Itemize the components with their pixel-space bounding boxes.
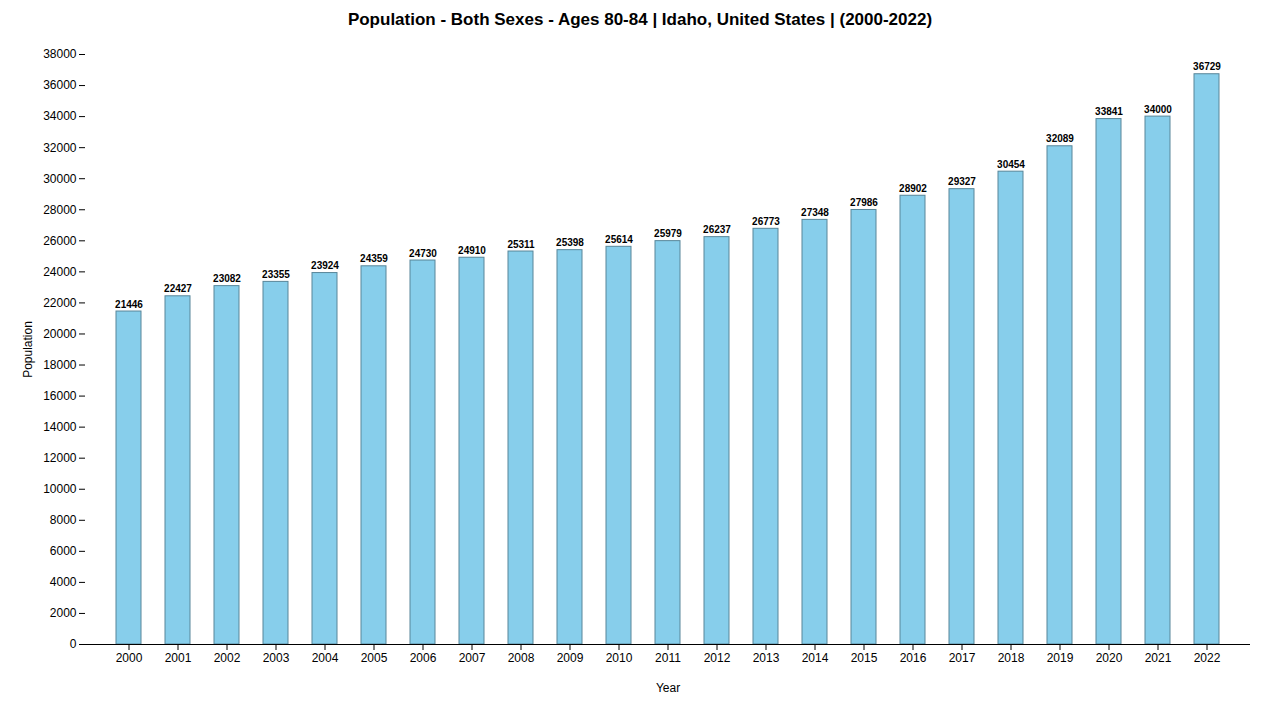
svg-text:22427: 22427 — [164, 283, 192, 294]
svg-text:0: 0 — [70, 637, 77, 651]
svg-text:26000: 26000 — [43, 234, 77, 248]
svg-text:28902: 28902 — [899, 183, 927, 194]
svg-text:2000: 2000 — [116, 651, 143, 665]
svg-text:4000: 4000 — [50, 575, 77, 589]
svg-text:32089: 32089 — [1046, 133, 1074, 144]
svg-text:2009: 2009 — [557, 651, 584, 665]
svg-text:24000: 24000 — [43, 265, 77, 279]
svg-text:2006: 2006 — [410, 651, 437, 665]
svg-text:30000: 30000 — [43, 172, 77, 186]
svg-text:10000: 10000 — [43, 482, 77, 496]
svg-text:2004: 2004 — [312, 651, 339, 665]
svg-text:34000: 34000 — [43, 109, 77, 123]
svg-text:24359: 24359 — [360, 253, 388, 264]
svg-text:2014: 2014 — [802, 651, 829, 665]
svg-text:26773: 26773 — [752, 216, 780, 227]
svg-text:25311: 25311 — [507, 239, 535, 250]
svg-text:2010: 2010 — [606, 651, 633, 665]
svg-text:27348: 27348 — [801, 207, 829, 218]
svg-text:20000: 20000 — [43, 327, 77, 341]
svg-text:2008: 2008 — [508, 651, 535, 665]
svg-text:Population: Population — [21, 321, 35, 378]
svg-text:25979: 25979 — [654, 228, 682, 239]
svg-text:2019: 2019 — [1047, 651, 1074, 665]
svg-text:2018: 2018 — [998, 651, 1025, 665]
svg-text:30454: 30454 — [997, 159, 1025, 170]
svg-text:18000: 18000 — [43, 358, 77, 372]
svg-text:25398: 25398 — [556, 237, 584, 248]
svg-text:33841: 33841 — [1095, 106, 1123, 117]
svg-text:28000: 28000 — [43, 203, 77, 217]
svg-text:8000: 8000 — [50, 513, 77, 527]
svg-text:12000: 12000 — [43, 451, 77, 465]
svg-text:2017: 2017 — [949, 651, 976, 665]
svg-text:2022: 2022 — [1194, 651, 1221, 665]
svg-text:2011: 2011 — [655, 651, 681, 665]
svg-text:2007: 2007 — [459, 651, 486, 665]
svg-text:2020: 2020 — [1096, 651, 1123, 665]
svg-text:36000: 36000 — [43, 78, 77, 92]
svg-text:23924: 23924 — [311, 260, 339, 271]
svg-text:2012: 2012 — [704, 651, 731, 665]
svg-text:14000: 14000 — [43, 420, 77, 434]
svg-text:22000: 22000 — [43, 296, 77, 310]
svg-text:2000: 2000 — [50, 606, 77, 620]
svg-text:2003: 2003 — [263, 651, 290, 665]
svg-text:2016: 2016 — [900, 651, 927, 665]
svg-text:29327: 29327 — [948, 176, 976, 187]
svg-text:21446: 21446 — [115, 299, 143, 310]
svg-text:2002: 2002 — [214, 651, 241, 665]
svg-text:38000: 38000 — [43, 47, 77, 61]
svg-text:23082: 23082 — [213, 273, 241, 284]
svg-text:2021: 2021 — [1145, 651, 1172, 665]
svg-text:2005: 2005 — [361, 651, 388, 665]
svg-text:27986: 27986 — [850, 197, 878, 208]
svg-text:26237: 26237 — [703, 224, 731, 235]
svg-text:36729: 36729 — [1193, 61, 1221, 72]
svg-text:2001: 2001 — [165, 651, 192, 665]
svg-text:2015: 2015 — [851, 651, 878, 665]
svg-text:24730: 24730 — [409, 248, 437, 259]
svg-text:34000: 34000 — [1144, 104, 1172, 115]
svg-text:16000: 16000 — [43, 389, 77, 403]
svg-text:Year: Year — [656, 681, 680, 695]
svg-text:2013: 2013 — [753, 651, 780, 665]
svg-text:23355: 23355 — [262, 269, 290, 280]
svg-text:6000: 6000 — [50, 544, 77, 558]
html-text:Population - Both Sexes - Ages: Population - Both Sexes - Ages 80-84 | I… — [347, 10, 933, 29]
svg-text:32000: 32000 — [43, 140, 77, 154]
svg-text:24910: 24910 — [458, 245, 486, 256]
svg-text:25614: 25614 — [605, 234, 633, 245]
